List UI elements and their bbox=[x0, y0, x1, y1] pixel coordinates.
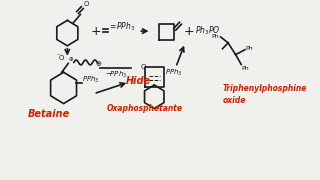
Text: ⊕: ⊕ bbox=[95, 61, 101, 68]
Text: ⊕: ⊕ bbox=[68, 57, 73, 62]
Text: Betaine: Betaine bbox=[28, 109, 70, 120]
Text: Ph: Ph bbox=[241, 66, 249, 71]
Text: O: O bbox=[140, 64, 146, 70]
Text: $PPh_3$: $PPh_3$ bbox=[82, 75, 100, 85]
Text: +: + bbox=[184, 25, 194, 38]
Text: O: O bbox=[59, 55, 64, 62]
Text: $Ph_3PO$: $Ph_3PO$ bbox=[196, 25, 221, 37]
Text: +: + bbox=[91, 25, 102, 38]
Text: Ph: Ph bbox=[211, 33, 219, 39]
Text: O: O bbox=[83, 1, 89, 7]
Text: Triphenylphosphine
oxide: Triphenylphosphine oxide bbox=[222, 84, 307, 105]
Text: $-\!PPh_3$: $-\!PPh_3$ bbox=[105, 70, 127, 80]
Text: Hide: Hide bbox=[126, 76, 151, 86]
Text: $PPh_3$: $PPh_3$ bbox=[164, 68, 182, 78]
Text: $=\!PPh_3$: $=\!PPh_3$ bbox=[108, 21, 136, 33]
Text: Oxaphosphetante: Oxaphosphetante bbox=[107, 104, 183, 113]
Text: Ph: Ph bbox=[245, 46, 252, 51]
Text: ⁻: ⁻ bbox=[56, 53, 60, 60]
